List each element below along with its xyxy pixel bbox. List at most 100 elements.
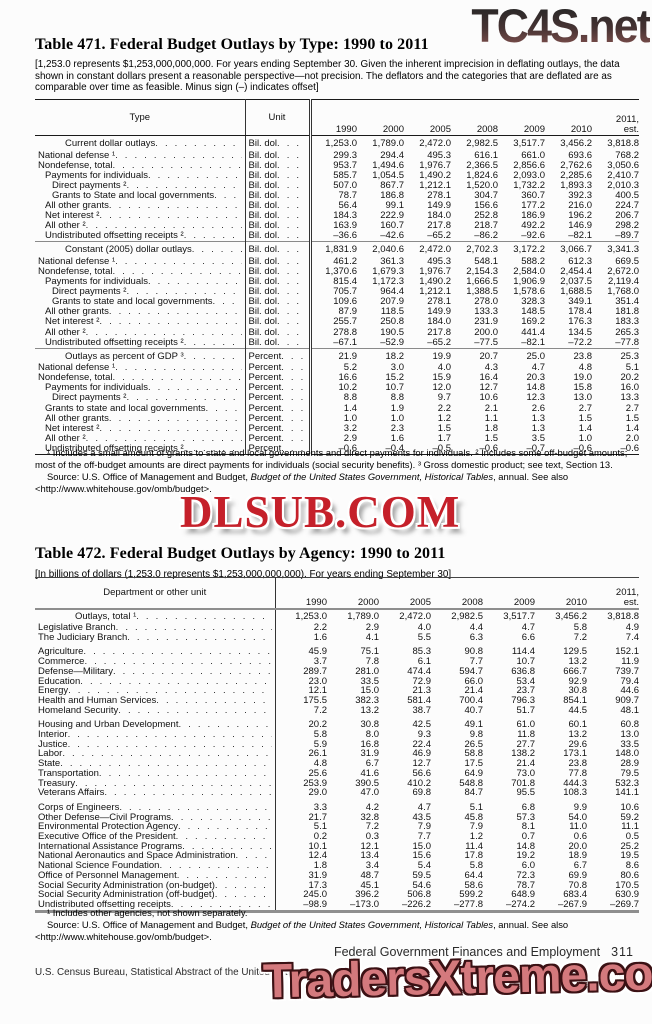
dot-leader xyxy=(62,749,271,759)
row-label-cell: Direct payments ² xyxy=(35,180,246,191)
table-row: Net interest ² Bil. dol 184.3 222.9 184.0 252… xyxy=(35,210,639,222)
row-label-cell: Direct payments ² xyxy=(35,393,246,404)
table471-note: [1,253.0 represents $1,253,000,000,000. … xyxy=(35,59,620,94)
dot-leader xyxy=(104,788,271,798)
label-text: Bil. dol xyxy=(248,327,278,338)
value-cell: 1,388.5 xyxy=(466,286,498,298)
value-cell: 6.7 xyxy=(365,758,379,770)
value-cell: 218.7 xyxy=(474,220,498,232)
unit-cell: Bil. dol xyxy=(245,307,312,318)
value-cell: 1.9 xyxy=(390,402,404,414)
unit-cell: Bil. dol xyxy=(245,211,312,222)
value-cell: 2,285.6 xyxy=(560,169,592,181)
value-cell: 6.8 xyxy=(521,801,535,813)
dot-leader xyxy=(86,328,242,338)
value-cell: 253.9 xyxy=(303,777,327,789)
dot-leader xyxy=(84,657,271,667)
row-label: Constant (2005) dollar outlays xyxy=(35,243,245,257)
value-cell: –65.2 xyxy=(427,336,451,348)
unit-cell: Bil. dol xyxy=(245,241,312,257)
value-cell: 45.1 xyxy=(360,879,380,891)
table-row: Justice 5.9 16.8 22.4 26.5 27.7 29.6 33.5 xyxy=(35,740,639,750)
value-cell: 13.2 xyxy=(568,729,588,741)
value-cell: 2,472.0 xyxy=(404,241,451,257)
dot-leader xyxy=(126,393,241,403)
row-label: Legislative Branch xyxy=(35,623,275,633)
value-cell: 1,212.1 xyxy=(419,179,451,191)
value-cell: 8.8 xyxy=(390,392,404,404)
unit-cell: Percent xyxy=(245,393,312,404)
value-cell: 7.2 xyxy=(365,821,379,833)
dot-leader xyxy=(112,267,241,277)
table471-footnote: ¹ Includes a small amount of grants to s… xyxy=(35,447,628,470)
row-label-cell: International Assistance Programs xyxy=(35,841,276,852)
row-label-cell: Defense—Military xyxy=(35,666,276,677)
row-label: National Science Foundation xyxy=(35,861,275,871)
value-cell: 69.8 xyxy=(412,787,432,799)
value-cell: 46.9 xyxy=(412,748,432,760)
value-cell: 2.3 xyxy=(390,422,404,434)
value-cell: 22.4 xyxy=(412,738,432,750)
row-label-cell: Labor xyxy=(35,749,276,760)
value-cell: 495.3 xyxy=(427,149,451,161)
value-cell: 1.5 xyxy=(625,412,639,424)
row-label: International Assistance Programs xyxy=(35,842,275,852)
dot-leader xyxy=(277,338,305,348)
dot-leader xyxy=(178,822,272,832)
dot-leader xyxy=(281,393,305,403)
dot-leader xyxy=(214,191,241,201)
value-cell: 60.8 xyxy=(620,719,640,731)
dot-leader xyxy=(109,201,242,211)
value-cell: 28.9 xyxy=(620,758,640,770)
value-cell: 59.2 xyxy=(620,811,640,823)
row-label: Undistributed offsetting receipts ² xyxy=(35,444,245,454)
dot-leader xyxy=(80,677,271,687)
value-cell: 138.2 xyxy=(511,748,535,760)
value-cell: 2.6 xyxy=(531,402,545,414)
value-cell: 2,366.5 xyxy=(466,159,498,171)
table-row: National defense ¹ Bil. dol 299.3 294.4 495.… xyxy=(35,149,639,161)
row-label: All other grants xyxy=(35,414,245,424)
value-cell: 1,490.2 xyxy=(419,169,451,181)
label-text: All other grants xyxy=(45,413,109,424)
value-cell: 2,982.5 xyxy=(451,610,483,622)
value-cell: 9.9 xyxy=(573,801,587,813)
value-cell: 2,037.5 xyxy=(560,276,592,288)
table-row: All other ² Bil. dol 163.9 160.7 217.8 218.7 4… xyxy=(35,220,639,232)
dot-leader xyxy=(277,211,305,221)
table-row: Veterans Affairs 29.0 47.0 69.8 84.7 95.5 108.… xyxy=(35,788,639,798)
unit-cell: Bil. dol xyxy=(245,297,312,308)
value-cell: 108.3 xyxy=(563,787,587,799)
label-text: Housing and Urban Development xyxy=(38,720,179,731)
value-cell: 169.2 xyxy=(521,316,545,328)
value-cell: –82.1 xyxy=(521,336,545,348)
value-cell: 328.3 xyxy=(521,296,545,308)
value-cell: 548.8 xyxy=(459,777,483,789)
value-cell: 14.8 xyxy=(526,382,546,394)
row-label: Bil. dol xyxy=(246,201,309,211)
value-cell: 11.8 xyxy=(517,729,535,741)
table-row: Treasury 253.9 390.5 410.2 548.8 701.8 444.3 53… xyxy=(35,777,639,789)
value-cell: 1.8 xyxy=(484,422,498,434)
value-cell: 6.3 xyxy=(469,631,483,643)
value-cell: 99.1 xyxy=(385,199,405,211)
dot-leader xyxy=(184,231,242,241)
value-cell: 0.3 xyxy=(365,831,379,843)
value-cell: 1.2 xyxy=(437,412,451,424)
value-cell: 1,666.5 xyxy=(466,276,498,288)
year-header-2008: 2008 xyxy=(431,577,483,610)
value-cell: –92.6 xyxy=(521,230,545,242)
value-cell: 2.9 xyxy=(365,622,379,633)
value-cell: 30.8 xyxy=(360,719,380,731)
value-cell: 26.1 xyxy=(308,748,328,760)
section-header-row: Constant (2005) dollar outlays Bil. dol 1,… xyxy=(35,241,639,257)
dot-leader xyxy=(215,881,272,891)
value-cell: 70.8 xyxy=(568,879,588,891)
value-cell: 57.3 xyxy=(516,811,536,823)
value-cell: 173.1 xyxy=(563,748,587,760)
row-label: Bil. dol xyxy=(246,211,309,221)
row-label-cell: Constant (2005) dollar outlays xyxy=(35,241,246,257)
value-cell: 0.5 xyxy=(625,831,639,843)
unit-cell: Bil. dol xyxy=(245,200,312,212)
value-cell: –42.6 xyxy=(380,230,404,242)
